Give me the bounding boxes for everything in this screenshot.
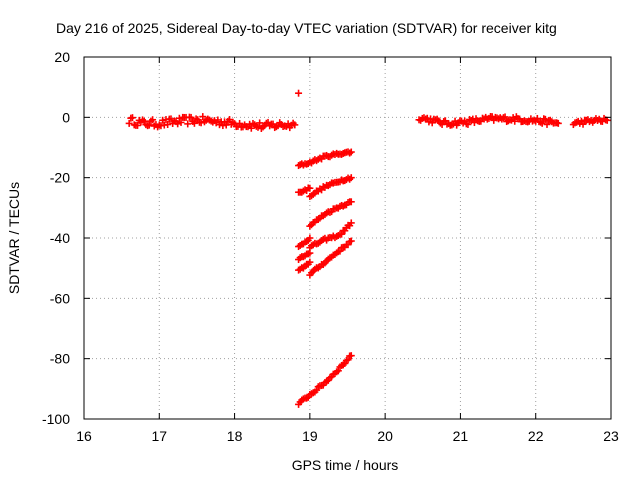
data-point [134, 121, 142, 129]
data-point [338, 230, 346, 238]
data-point [291, 121, 299, 129]
y-axis-label: SDTVAR / TECUs [6, 182, 22, 294]
x-tick-label: 17 [151, 428, 167, 444]
data-point [256, 119, 264, 127]
grid [84, 57, 611, 419]
data-point [579, 120, 587, 128]
y-tick-label: -40 [50, 230, 70, 246]
data-point [184, 120, 192, 128]
axes: 16 17 18 19 20 21 22 23 -100 -80 -60 -40 -20 0 20 [42, 49, 619, 444]
y-tick-label: 0 [62, 109, 70, 125]
x-tick-label: 21 [453, 428, 469, 444]
data-point [347, 148, 355, 156]
data-point [247, 124, 255, 132]
data-point [541, 115, 549, 123]
x-tick-label: 19 [302, 428, 318, 444]
data-point [197, 119, 205, 127]
y-tick-label: -80 [50, 351, 70, 367]
data-point [187, 113, 195, 121]
data-point [145, 121, 153, 129]
x-tick-label: 16 [76, 428, 92, 444]
data-point [306, 258, 314, 266]
data-point [129, 114, 137, 122]
data-point [501, 113, 509, 121]
data-point [174, 120, 182, 128]
data-point [554, 119, 562, 127]
x-axis-label: GPS time / hours [292, 457, 399, 473]
data-point [236, 119, 244, 127]
x-tick-label: 20 [377, 428, 393, 444]
data-point [347, 237, 355, 245]
data-point [603, 116, 611, 124]
data-point [344, 356, 352, 364]
y-tick-label: -20 [50, 170, 70, 186]
data-point [334, 367, 342, 375]
y-tick-label: -100 [42, 411, 70, 427]
data-point [347, 219, 355, 227]
data-point [347, 198, 355, 206]
data-point [509, 114, 517, 122]
y-tick-label: -60 [50, 290, 70, 306]
chart-title: Day 216 of 2025, Sidereal Day-to-day VTE… [56, 20, 557, 36]
x-tick-label: 18 [227, 428, 243, 444]
data-point [164, 121, 172, 129]
data-point [306, 184, 314, 192]
data-point [306, 234, 314, 242]
data-point [177, 118, 185, 126]
data-point [347, 174, 355, 182]
data-points [125, 89, 611, 408]
plot-frame [83, 56, 612, 420]
data-point [199, 113, 207, 121]
data-point [538, 119, 546, 127]
data-point [306, 249, 314, 257]
x-tick-label: 23 [603, 428, 619, 444]
x-tick-label: 22 [528, 428, 544, 444]
data-point [190, 119, 198, 127]
data-point [125, 119, 133, 127]
data-point [347, 352, 355, 360]
y-tick-label: 20 [54, 49, 70, 65]
data-point [464, 120, 472, 128]
data-point [149, 116, 157, 124]
data-point [543, 120, 551, 128]
data-point [295, 89, 303, 97]
